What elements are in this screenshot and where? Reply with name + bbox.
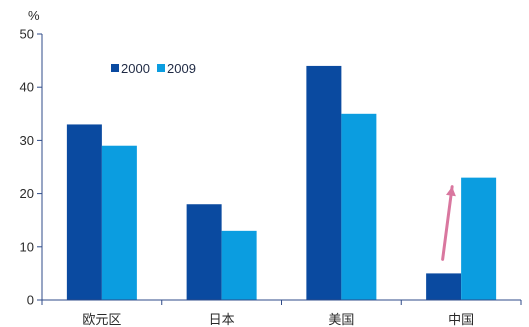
legend-swatch-2009	[157, 64, 165, 72]
bar-2009-欧元区	[101, 145, 137, 300]
bar-2009-美国	[341, 113, 377, 300]
annotation-arrow-shaft	[441, 185, 454, 261]
bar-2000-日本	[186, 204, 222, 300]
bar-2009-中国	[461, 177, 497, 300]
legend-label-2000: 2000	[121, 61, 150, 76]
y-tick-label: 20	[20, 186, 34, 201]
bar-2000-中国	[426, 273, 462, 300]
annotation	[441, 185, 456, 261]
bar-2000-欧元区	[66, 124, 102, 300]
bars	[66, 65, 497, 300]
annotation-arrow-head	[446, 186, 456, 197]
x-axis: 欧元区 日本 美国 中国	[41, 299, 522, 327]
y-axis: 0 10 20 30 40 50	[20, 27, 43, 308]
y-tick-label: 40	[20, 80, 34, 95]
y-tick-label: 0	[27, 293, 34, 308]
x-category-label: 中国	[448, 313, 474, 327]
x-category-label: 美国	[328, 313, 354, 327]
legend-swatch-2000	[111, 64, 119, 72]
legend: 2000 2009	[111, 61, 196, 76]
x-category-label: 日本	[209, 313, 235, 327]
bar-2000-美国	[306, 65, 342, 300]
y-tick-label: 50	[20, 27, 34, 42]
y-tick-label: 30	[20, 133, 34, 148]
bar-2009-日本	[221, 230, 257, 300]
y-tick-label: 10	[20, 239, 34, 254]
y-axis-unit-label: %	[28, 8, 40, 23]
x-category-label: 欧元区	[82, 313, 121, 327]
legend-label-2009: 2009	[167, 61, 196, 76]
